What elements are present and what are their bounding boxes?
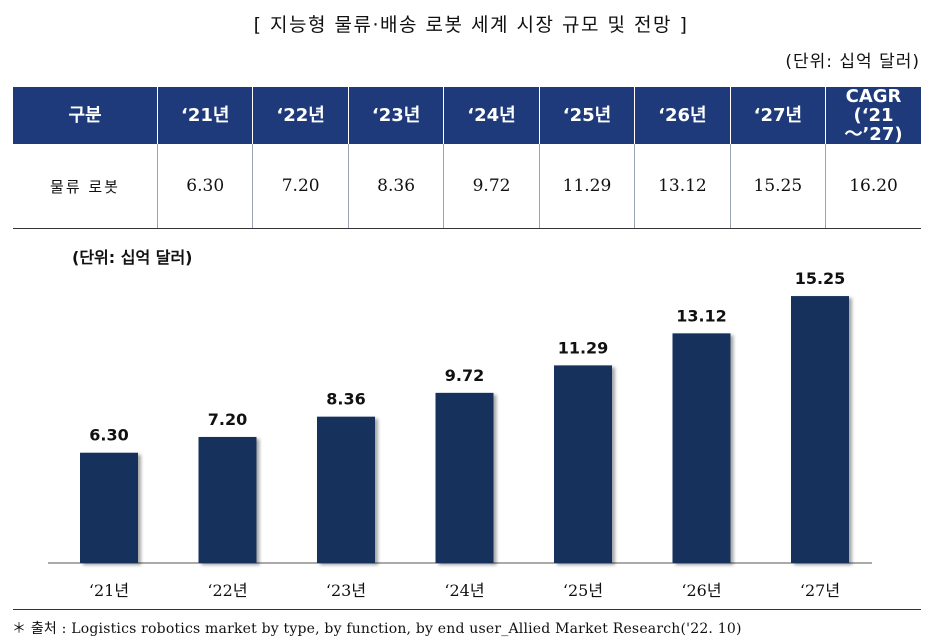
- data-label-2: 8.36: [326, 390, 365, 409]
- x-tick-label-6: ‘27년: [800, 581, 840, 600]
- cell-2023: 8.36: [347, 144, 444, 229]
- table-unit-label: (단위: 십억 달러): [785, 52, 920, 72]
- divider: [13, 609, 921, 610]
- bar-4: [554, 365, 612, 563]
- header-cagr: CAGR (‘21～’27): [825, 87, 921, 144]
- data-label-0: 6.30: [89, 426, 128, 445]
- bar-1: [198, 436, 257, 563]
- bar-chart-svg: (단위: 십억 달러) 6.30 ‘21년 7.20 ‘22년 8.36 ‘23년 9.72…: [48, 248, 872, 600]
- table-row: 물류 로봇 6.30 7.20 8.36 9.72 11.29 13.12 15…: [13, 144, 921, 229]
- cell-2024: 9.72: [443, 144, 540, 229]
- table-header-row: 구분 ‘21년 ‘22년 ‘23년 ‘24년 ‘25년 ‘26년 ‘27년 CA…: [13, 87, 921, 144]
- page-title: [ 지능형 물류·배송 로봇 세계 시장 규모 및 전망 ]: [253, 14, 689, 36]
- market-table: 구분 ‘21년 ‘22년 ‘23년 ‘24년 ‘25년 ‘26년 ‘27년 CA…: [13, 87, 921, 229]
- header-2021: ‘21년: [156, 87, 253, 144]
- x-tick-label-0: ‘21년: [89, 581, 129, 600]
- data-label-6: 15.25: [795, 269, 846, 288]
- bar-3: [435, 392, 494, 563]
- bar-6: [791, 296, 849, 563]
- bar-5: [672, 333, 731, 563]
- bar-2: [317, 416, 375, 563]
- row-label: 물류 로봇: [13, 144, 158, 229]
- cell-2026: 13.12: [634, 144, 731, 229]
- header-category: 구분: [13, 87, 158, 144]
- cell-cagr: 16.20: [825, 144, 921, 229]
- header-2022: ‘22년: [252, 87, 349, 144]
- x-tick-label-4: ‘25년: [563, 581, 603, 600]
- bar-0: [80, 452, 138, 563]
- cell-2025: 11.29: [538, 144, 635, 229]
- data-label-1: 7.20: [208, 410, 247, 429]
- data-label-5: 13.12: [676, 306, 727, 325]
- cell-2022: 7.20: [252, 144, 349, 229]
- x-tick-label-2: ‘23년: [326, 581, 366, 600]
- header-2025: ‘25년: [538, 87, 635, 144]
- cell-2021: 6.30: [156, 144, 253, 229]
- x-tick-label-1: ‘22년: [207, 581, 247, 600]
- bar-chart: (단위: 십억 달러) 6.30 ‘21년 7.20 ‘22년 8.36 ‘23년 9.72…: [0, 238, 942, 608]
- header-2024: ‘24년: [443, 87, 540, 144]
- header-2026: ‘26년: [634, 87, 731, 144]
- cell-2027: 15.25: [729, 144, 826, 229]
- source-note: ＊ 출처 : Logistics robotics market by type…: [12, 621, 742, 637]
- x-tick-label-5: ‘26년: [681, 581, 721, 600]
- chart-unit-label: (단위: 십억 달러): [72, 248, 192, 267]
- header-2023: ‘23년: [347, 87, 444, 144]
- data-label-3: 9.72: [445, 366, 484, 385]
- x-tick-label-3: ‘24년: [444, 581, 484, 600]
- header-2027: ‘27년: [729, 87, 826, 144]
- data-label-4: 11.29: [558, 338, 609, 357]
